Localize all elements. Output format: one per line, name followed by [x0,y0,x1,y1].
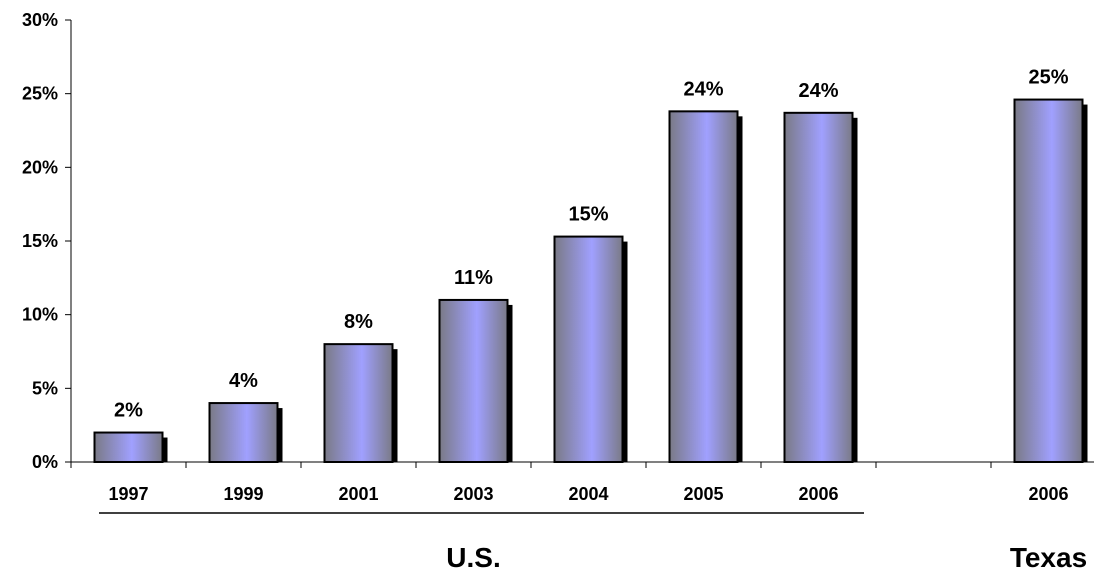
data-label: 4% [229,370,258,392]
data-label: 2% [114,400,143,422]
y-tick-label: 10% [22,305,58,325]
bar-5 [668,110,739,463]
data-label: 25% [1028,67,1068,89]
x-tick-label: 1997 [108,484,148,504]
bar-4 [553,235,624,463]
x-tick-label: 2004 [568,484,608,504]
x-tick-label: 2006 [1028,484,1068,504]
y-tick-label: 0% [32,452,58,472]
x-tick-label: 1999 [223,484,263,504]
x-tick-label: 2006 [798,484,838,504]
bars [93,98,1084,464]
x-tick-label: 2001 [338,484,378,504]
data-label: 24% [683,78,723,100]
bar-6 [783,111,854,463]
y-tick-label: 15% [22,231,58,251]
axes [65,19,1094,514]
y-tick-label: 25% [22,84,58,104]
x-tick-label: 2003 [453,484,493,504]
group-label: Texas [1010,542,1087,573]
bar-8 [1013,98,1084,463]
x-tick-label: 2005 [683,484,723,504]
bar-0 [93,431,164,463]
data-label: 24% [798,80,838,102]
bar-1 [208,402,279,464]
y-tick-label: 5% [32,378,58,398]
bar-2 [323,343,394,463]
data-label: 15% [568,204,608,226]
y-tick-label: 30% [22,10,58,30]
data-label: 11% [454,267,493,289]
bar-3 [438,298,509,463]
y-tick-label: 20% [22,157,58,177]
group-label: U.S. [446,542,500,573]
data-label: 8% [344,311,373,333]
labels: 2% 1997 4% 1999 8% 2001 11% 2003 15% 2004 24% 2005 2… [22,10,1087,573]
